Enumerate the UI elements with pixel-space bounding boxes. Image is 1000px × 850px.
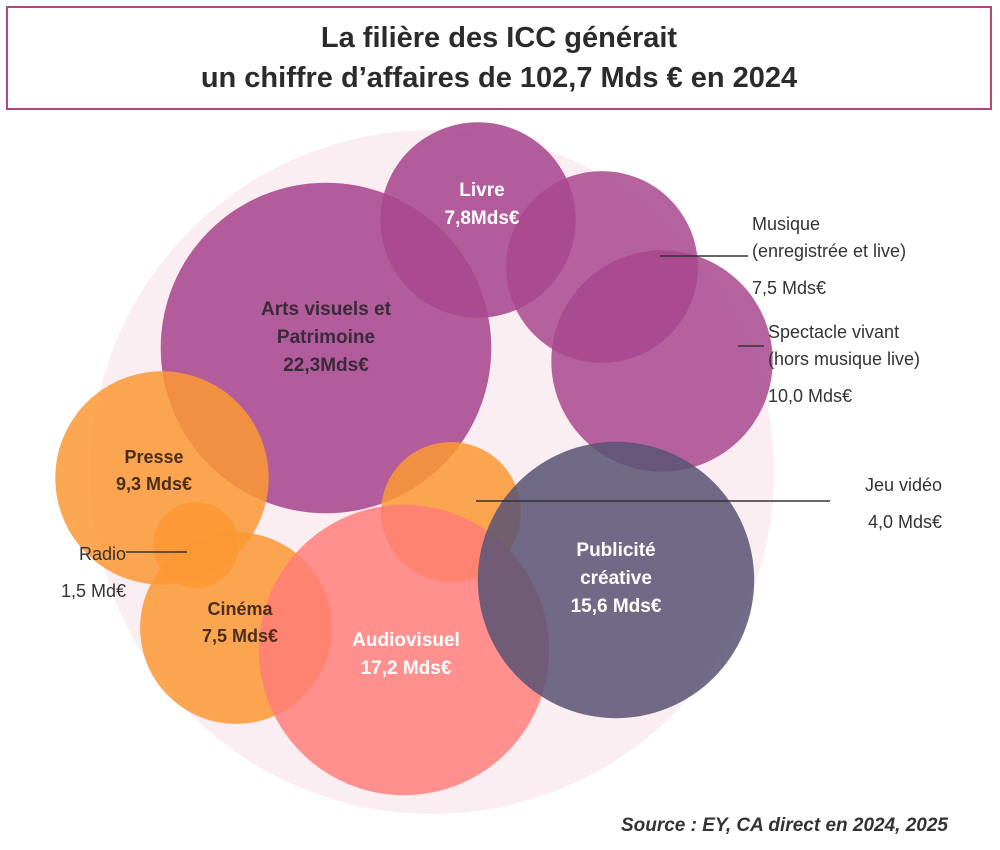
value-publicite: 15,6 Mds€ <box>571 596 662 617</box>
label-musique-line-1: Musique <box>752 214 820 234</box>
value-presse: 9,3 Mds€ <box>116 474 192 494</box>
value-spectacle: 10,0 Mds€ <box>768 386 852 406</box>
label-livre-line-1: Livre <box>459 180 504 201</box>
label-spectacle-line-2: (hors musique live) <box>768 349 920 369</box>
value-jeu: 4,0 Mds€ <box>868 512 942 532</box>
label-cinema-line-1: Cinéma <box>207 599 273 619</box>
label-spectacle-line-1: Spectacle vivant <box>768 322 899 342</box>
value-audiovisuel: 17,2 Mds€ <box>361 658 452 679</box>
label-presse-line-1: Presse <box>124 447 183 467</box>
value-livre: 7,8Mds€ <box>445 208 520 229</box>
value-cinema: 7,5 Mds€ <box>202 626 278 646</box>
value-radio: 1,5 Md€ <box>61 581 126 601</box>
bubble-publicite <box>477 441 755 719</box>
source-note: Source : EY, CA direct en 2024, 2025 <box>620 815 948 836</box>
value-arts: 22,3Mds€ <box>283 355 369 376</box>
bubble-spectacle <box>551 250 773 472</box>
bubbles-group <box>55 122 773 796</box>
leader-lines-group <box>126 255 830 553</box>
bubble-audiovisuel <box>258 504 550 796</box>
label-publicite-line-1: Publicité <box>576 540 655 561</box>
label-jeu-line-1: Jeu vidéo <box>865 475 942 495</box>
label-arts-line-1: Arts visuels et <box>261 299 392 320</box>
label-radio-line-1: Radio <box>79 544 126 564</box>
label-arts-line-2: Patrimoine <box>277 327 375 348</box>
title-line-2: un chiffre d’affaires de 102,7 Mds € en … <box>200 62 798 94</box>
title-line-1: La filière des ICC générait <box>320 22 678 54</box>
title-box: La filière des ICC générait un chiffre d… <box>6 6 992 110</box>
label-audiovisuel-line-1: Audiovisuel <box>352 630 460 651</box>
labels-group: Arts visuels et Patrimoine 22,3Mds€ Livre 7,… <box>61 180 942 679</box>
label-musique-line-2: (enregistrée et live) <box>752 241 906 261</box>
value-musique: 7,5 Mds€ <box>752 278 826 298</box>
label-publicite-line-2: créative <box>580 568 652 589</box>
